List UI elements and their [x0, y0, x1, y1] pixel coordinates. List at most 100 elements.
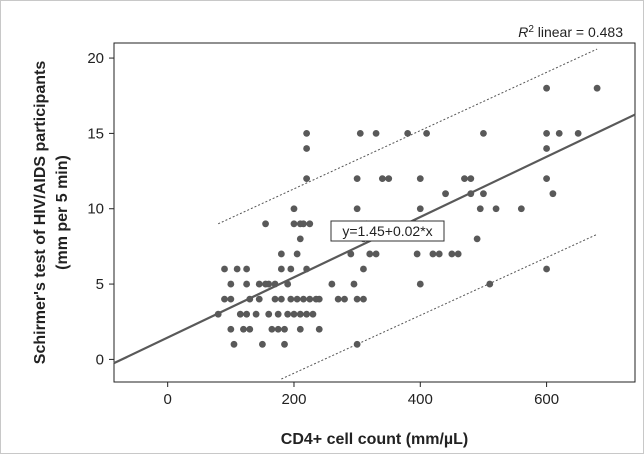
data-point: [517, 205, 525, 213]
data-point: [574, 130, 582, 137]
data-point: [268, 325, 276, 333]
data-point: [277, 295, 285, 303]
y-axis-title: Schirmer's test of HIV/AIDS participants…: [32, 61, 71, 365]
x-tick-label: 0: [164, 391, 172, 408]
y-tick-label: 20: [87, 50, 104, 67]
plot-area: [113, 42, 636, 383]
data-point: [543, 84, 550, 92]
equation-box: [330, 220, 445, 242]
data-point: [347, 250, 355, 258]
data-point: [372, 250, 380, 258]
data-point: [480, 130, 487, 137]
data-point: [356, 130, 364, 137]
data-point: [265, 310, 273, 318]
data-point: [300, 220, 307, 228]
data-point: [221, 265, 228, 273]
y-tick-label: 10: [87, 201, 104, 218]
annotations: y=1.45+0.02*x R2 linear = 0.483: [330, 24, 623, 242]
equation-label: y=1.45+0.02*x: [342, 223, 432, 239]
y-tick-label: 0: [96, 351, 104, 368]
y-axis-title-line1: Schirmer's test of HIV/AIDS participants: [32, 61, 49, 365]
data-point: [265, 280, 273, 288]
data-point: [259, 340, 266, 348]
data-point: [486, 280, 494, 288]
data-point: [303, 175, 311, 183]
data-point: [255, 295, 263, 303]
data-point: [227, 280, 235, 288]
data-point: [315, 295, 323, 303]
data-point: [221, 295, 228, 303]
data-point: [448, 250, 456, 258]
data-point: [309, 310, 317, 318]
data-point: [243, 310, 251, 318]
data-point: [296, 310, 304, 318]
data-point: [543, 175, 550, 183]
data-point: [274, 325, 282, 333]
data-point: [350, 280, 358, 288]
data-point: [303, 145, 311, 152]
x-tick-label: 400: [408, 391, 433, 408]
data-point: [334, 295, 342, 303]
data-point: [413, 250, 421, 258]
data-point: [293, 295, 301, 303]
data-point: [480, 190, 487, 198]
data-point: [429, 250, 437, 258]
data-point: [277, 265, 285, 273]
data-point: [284, 280, 292, 288]
data-point: [366, 250, 374, 258]
data-point: [461, 175, 468, 183]
x-axis-title: CD4+ cell count (mm/µL): [281, 431, 468, 448]
data-point: [240, 325, 247, 333]
data-point: [243, 280, 251, 288]
data-point: [372, 130, 380, 137]
data-point: [236, 310, 244, 318]
x-tick-label: 200: [281, 391, 306, 408]
data-point: [296, 325, 304, 333]
data-point: [252, 310, 260, 318]
data-point: [385, 175, 393, 183]
data-point: [277, 250, 285, 258]
data-point: [473, 235, 481, 243]
data-point: [476, 205, 484, 213]
data-point: [555, 130, 563, 137]
data-point: [227, 325, 235, 333]
data-point: [303, 310, 311, 318]
data-point: [290, 205, 298, 213]
data-point: [303, 130, 311, 137]
ci-line-lower: [281, 233, 598, 380]
data-point: [293, 250, 301, 258]
data-point: [255, 280, 263, 288]
data-point: [287, 265, 295, 273]
data-point: [404, 130, 412, 137]
data-point: [543, 265, 550, 273]
data-point: [290, 220, 298, 228]
r2-label: R2 linear = 0.483: [518, 24, 623, 41]
data-point: [353, 340, 361, 348]
data-point: [593, 84, 601, 92]
data-point: [353, 205, 361, 213]
data-point: [442, 190, 449, 198]
data-point: [243, 265, 251, 273]
data-point: [306, 220, 314, 228]
data-point: [290, 310, 298, 318]
r2-symbol: R: [518, 24, 528, 40]
data-point: [492, 205, 500, 213]
y-axis-title-line2: (mm per 5 min): [54, 155, 71, 270]
data-point: [281, 325, 288, 333]
data-point: [416, 175, 424, 183]
data-point: [300, 295, 307, 303]
data-point: [416, 205, 424, 213]
x-tick-label: 600: [534, 391, 559, 408]
data-point: [378, 175, 386, 183]
r2-exponent: 2: [528, 24, 534, 35]
data-point: [360, 265, 367, 273]
data-point: [262, 220, 269, 228]
data-point: [416, 280, 424, 288]
data-point: [328, 280, 336, 288]
data-point: [423, 130, 430, 137]
data-point: [454, 250, 462, 258]
r2-value: linear = 0.483: [534, 24, 623, 40]
data-point: [287, 295, 295, 303]
